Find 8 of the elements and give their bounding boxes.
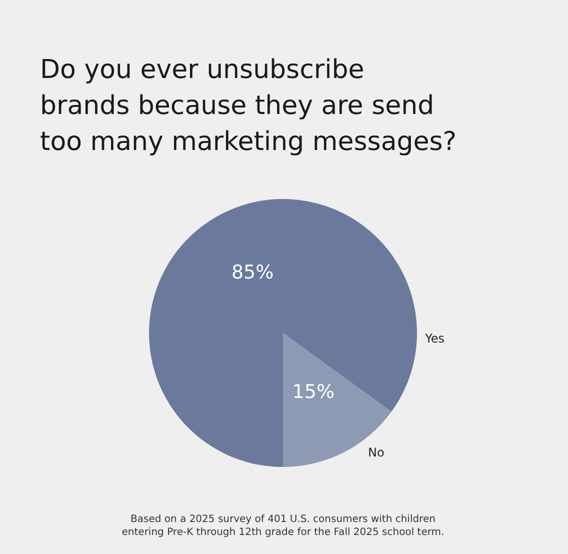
pie-slice bbox=[149, 199, 417, 467]
data-label: 15% bbox=[292, 380, 335, 403]
pie-slice bbox=[283, 333, 392, 467]
slice-label: No bbox=[368, 445, 384, 460]
data-label: 85% bbox=[231, 261, 274, 284]
text: Based on a 2025 survey of 401 U.S. consumers with children entering Pre-K through 12th grade for the Fall 2025 school term. bbox=[122, 514, 444, 538]
chart-title: Do you ever unsubscribe brands because they are send too many marketing messages? bbox=[40, 55, 457, 157]
slice-label: Yes bbox=[424, 331, 445, 346]
